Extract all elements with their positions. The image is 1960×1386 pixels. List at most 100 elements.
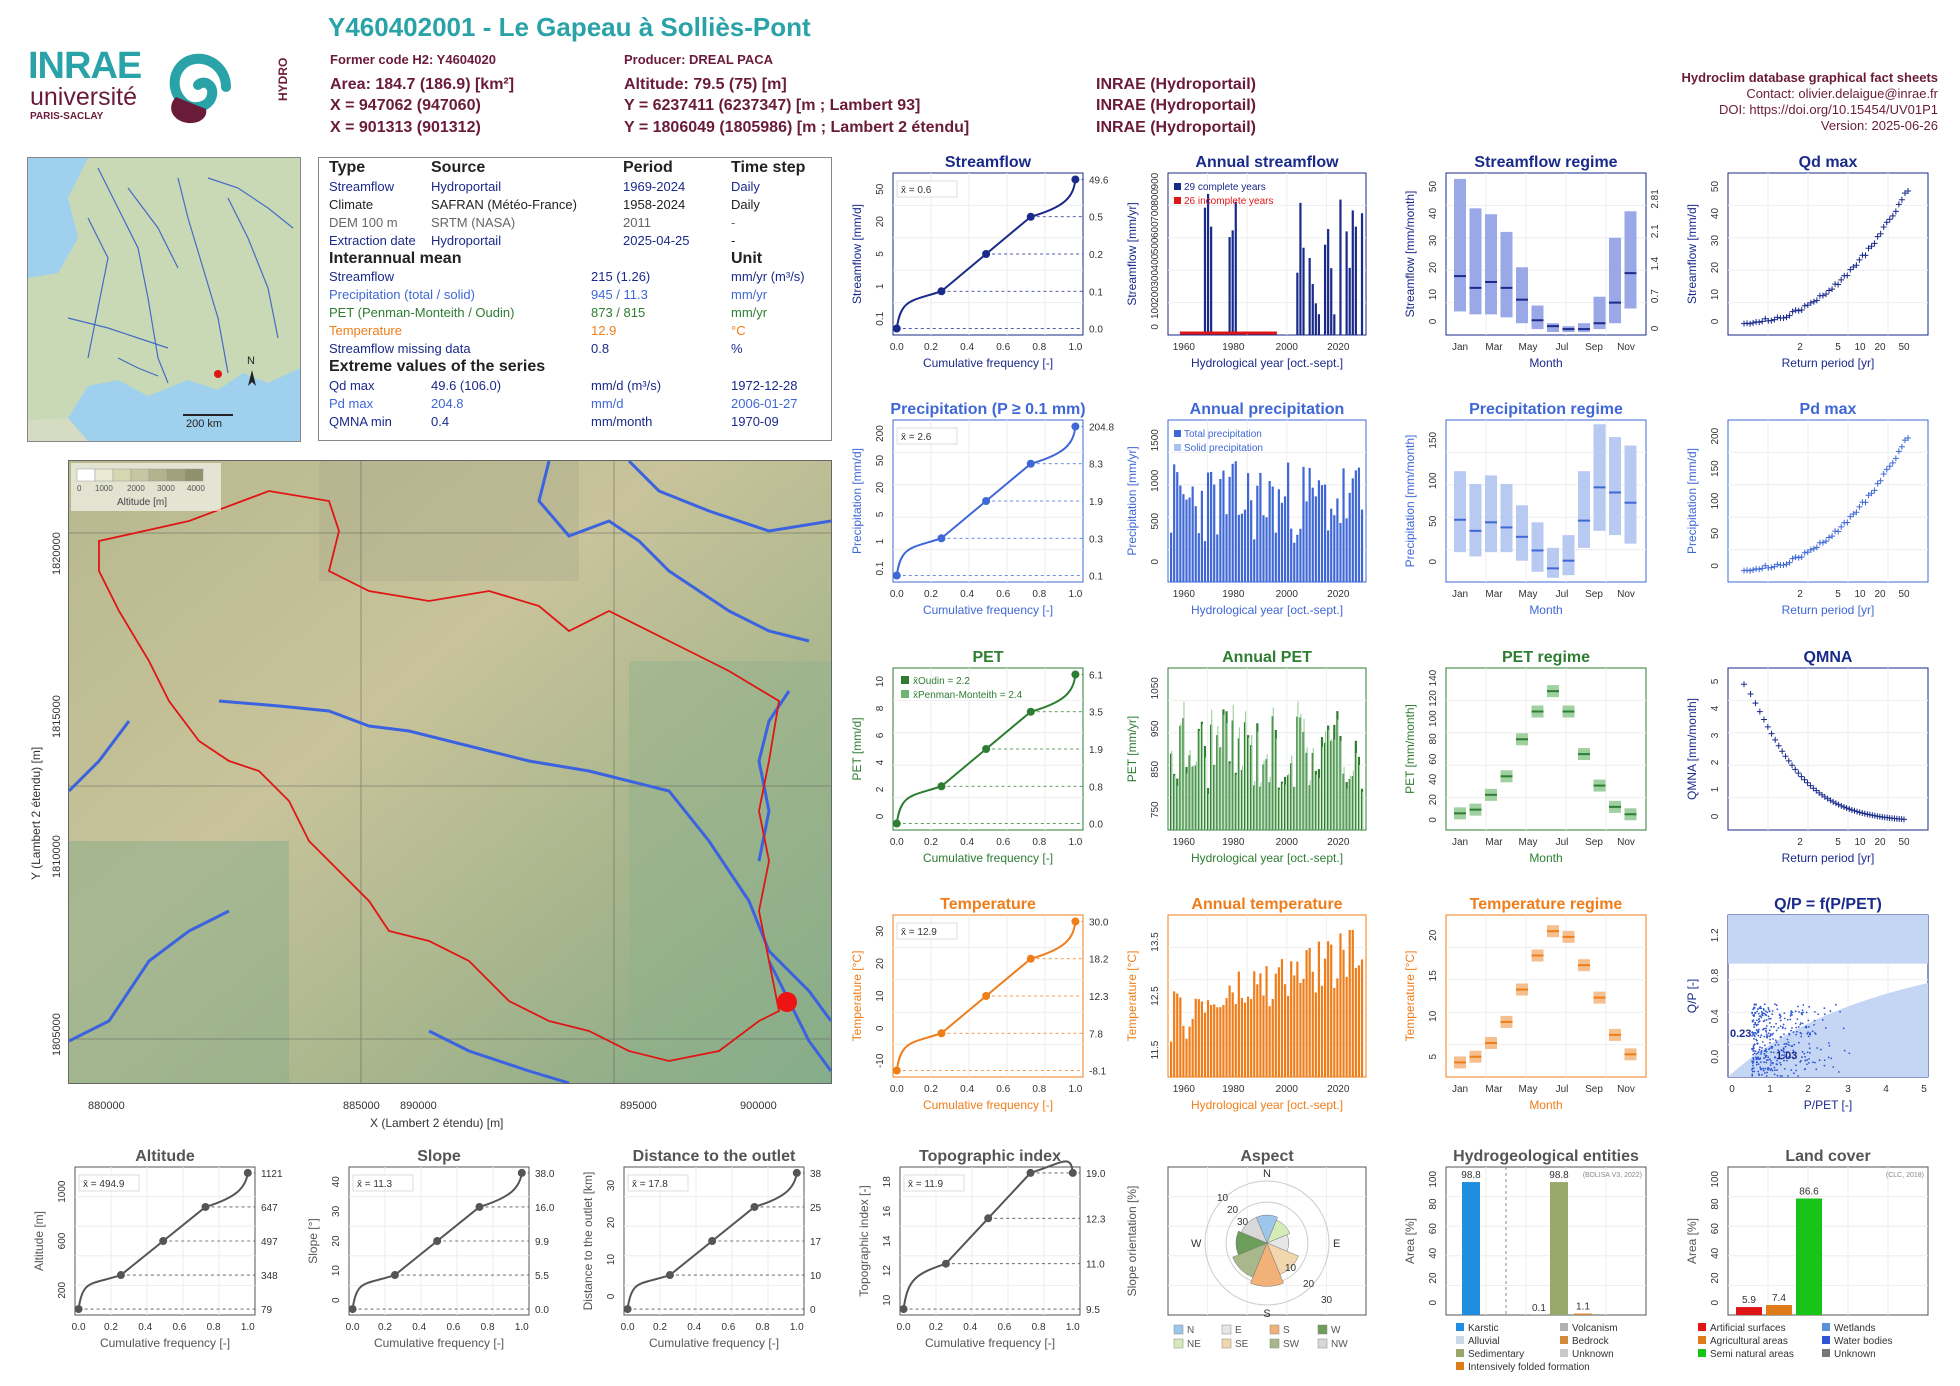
return-point (1892, 455, 1899, 462)
y-tick-label: 20 (875, 958, 886, 970)
qp-point (1763, 1035, 1766, 1038)
right-tick-label: 16.0 (535, 1203, 555, 1214)
qp-point (1758, 1048, 1761, 1051)
return-point (1871, 487, 1878, 494)
chart-title: Altitude (135, 1148, 195, 1165)
x-tick-label: 4 (1883, 1084, 1889, 1095)
month-range-bar (1485, 214, 1497, 315)
return-point (1880, 470, 1887, 477)
x-axis-label: Cumulative frequency [-] (925, 1336, 1055, 1350)
month-range-bar (1593, 424, 1606, 531)
minimap-north-label: N (247, 355, 255, 367)
year-bar-penman (1355, 753, 1357, 830)
row-extraction-step: - (731, 233, 736, 248)
qp-point (1763, 1072, 1766, 1074)
x-tick-label: Jan (1452, 1084, 1468, 1095)
return-point (1810, 298, 1817, 305)
qp-point (1801, 1009, 1804, 1012)
year-bar (1206, 472, 1210, 582)
return-point (1864, 811, 1871, 818)
month-range-bar (1516, 267, 1528, 324)
qp-point (1766, 1034, 1769, 1037)
chart-title: QMNA (1804, 649, 1853, 666)
qp-point (1753, 1006, 1756, 1009)
year-bar-penman (1312, 747, 1314, 830)
legend-swatch (1456, 1349, 1464, 1357)
y-tick-label: 300 (1150, 270, 1161, 287)
mean-label: x̄ = 0.6 (901, 185, 932, 196)
extreme-qd-label: Qd max (329, 378, 375, 393)
y-tick-label: 11.5 (1150, 1040, 1161, 1059)
year-bar (1296, 534, 1299, 582)
y-tick-label: 12.5 (1150, 986, 1161, 1006)
x-axis-label: Return period [yr] (1782, 356, 1875, 370)
year-bar (1351, 478, 1354, 582)
year-bar-penman (1229, 763, 1231, 830)
qp-point (1794, 1022, 1797, 1025)
return-point (1829, 286, 1836, 293)
x-tick-label: 2020 (1327, 1084, 1350, 1095)
y-tick-label: 20 (1428, 794, 1439, 806)
qp-point (1760, 1051, 1763, 1054)
y-tick-label: 5 (1428, 1054, 1439, 1060)
year-bar (1262, 515, 1265, 582)
year-bar-penman (1220, 746, 1222, 830)
month-range-bar (1469, 483, 1482, 557)
qp-point (1770, 1060, 1772, 1062)
return-point (1798, 773, 1805, 780)
right-tick-label: 79 (261, 1305, 273, 1316)
x-tick-label: 0.0 (890, 837, 904, 848)
year-bar (1206, 1000, 1210, 1077)
return-point (1762, 315, 1769, 322)
qp-point (1799, 1060, 1802, 1062)
qp-point (1753, 1047, 1755, 1050)
year-bar-penman (1260, 782, 1262, 830)
return-point (1750, 566, 1757, 573)
year-bar-penman (1321, 746, 1324, 830)
qp-label: 1.03 (1776, 1050, 1797, 1062)
x-tick-label: 3 (1845, 1084, 1851, 1095)
qmna-chart: QMNA Return period [yr] QMNA [mm/month] 0 1 2… (1685, 649, 1929, 865)
y-tick-label: 60 (1428, 1223, 1439, 1235)
qp-point (1789, 1056, 1791, 1059)
qp-point (1765, 1024, 1768, 1027)
y-axis-label: Q/P [-] (1685, 979, 1699, 1013)
x-tick-label: 0.2 (378, 1322, 392, 1333)
qp-point (1771, 1013, 1774, 1016)
x-tick-label: 1960 (1173, 589, 1196, 600)
qp-point (1754, 1012, 1757, 1015)
year-bar (1234, 461, 1237, 582)
map-y-axis: 1820000 1815000 1810000 1805000 Y (Lambe… (29, 532, 63, 1056)
return-point (1774, 314, 1781, 321)
qp-point (1769, 1034, 1772, 1037)
return-point (1741, 681, 1747, 688)
qp-point (1832, 1066, 1835, 1068)
row-climate-period: 1958-2024 (623, 197, 686, 212)
return-point (1847, 513, 1854, 520)
year-bar-penman (1272, 707, 1274, 830)
return-point (1847, 266, 1854, 273)
year-bar (1314, 303, 1317, 335)
contact: Contact: olivier.delaigue@inrae.fr (1746, 86, 1938, 101)
y-tick-label: 700 (1150, 205, 1161, 222)
extreme-pd-unit: mm/d (591, 396, 624, 411)
year-bar (1351, 929, 1354, 1077)
x-axis-label: Return period [yr] (1782, 851, 1875, 865)
qp-point (1785, 1042, 1787, 1045)
year-bar (1219, 1007, 1222, 1077)
qp-point (1774, 1003, 1776, 1006)
qp-point (1802, 1004, 1805, 1006)
extreme-qd-unit: mm/d (m³/s) (591, 378, 662, 393)
y-axis-label: PET [mm/yr] (1125, 716, 1139, 782)
row-dem-type: DEM 100 m (329, 215, 398, 230)
qp-point (1753, 1052, 1756, 1055)
qp-point (1792, 1052, 1795, 1055)
x-tick-label: 0.4 (960, 837, 974, 848)
qp-point (1823, 1064, 1826, 1067)
year-bar (1179, 997, 1182, 1077)
y-tick-label: 150 (1710, 460, 1721, 477)
year-bar-penman (1177, 785, 1179, 830)
return-point (1774, 561, 1781, 568)
mean-box (896, 180, 958, 198)
year-bar (1280, 959, 1284, 1077)
